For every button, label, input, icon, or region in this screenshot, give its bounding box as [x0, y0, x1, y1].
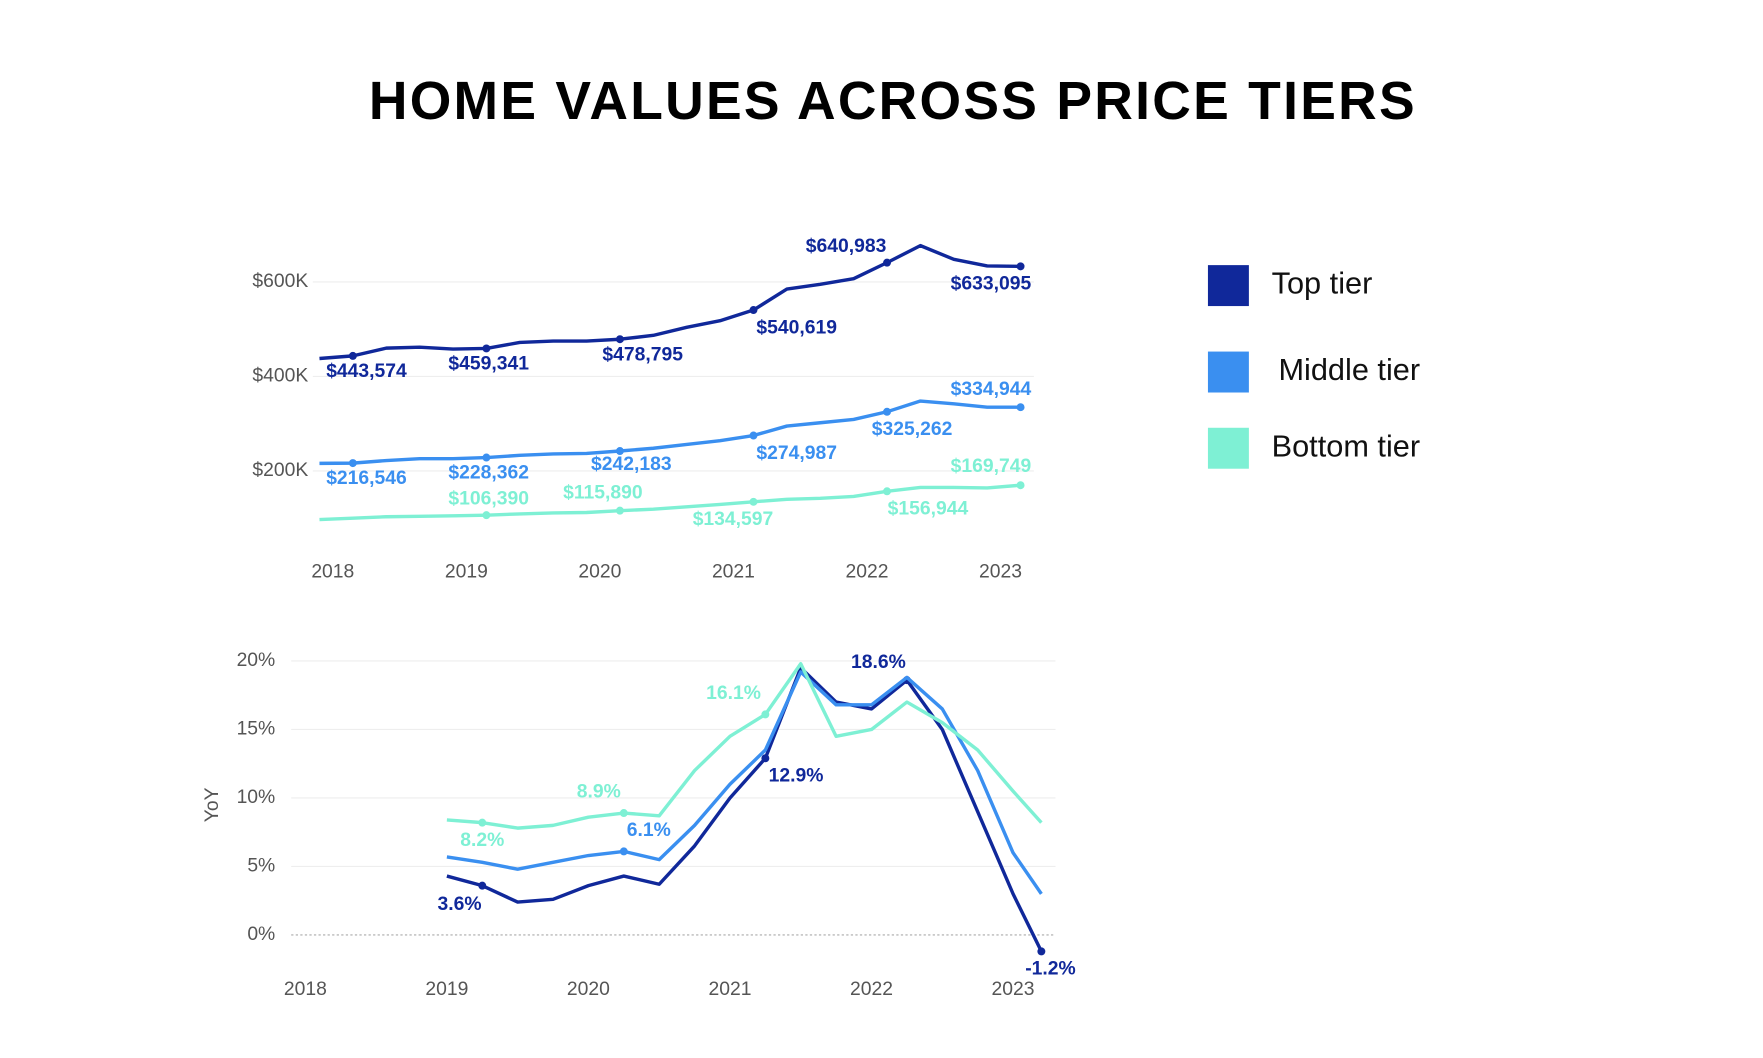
point	[615, 447, 624, 455]
x-tick-label: 2021	[712, 561, 755, 582]
data-label: $459,341	[448, 353, 529, 374]
point	[482, 344, 491, 353]
data-label: $274,987	[756, 443, 837, 464]
point	[749, 306, 758, 315]
x-tick-label: 2020	[578, 561, 621, 582]
y-tick-label: 15%	[237, 719, 276, 740]
data-label: 3.6%	[437, 894, 481, 915]
point	[478, 818, 487, 827]
x-tick-label: 2022	[845, 561, 888, 582]
point	[883, 407, 891, 416]
y-tick-label: 10%	[237, 787, 276, 808]
data-label: 8.9%	[577, 782, 621, 803]
data-label: $134,597	[693, 509, 774, 530]
point	[761, 754, 770, 763]
point	[749, 431, 758, 440]
data-label: $115,890	[563, 483, 643, 504]
data-label: $156,944	[888, 499, 969, 520]
series-line	[446, 662, 1043, 830]
x-tick-label: 2020	[567, 979, 610, 1000]
y-tick-label: 0%	[247, 924, 275, 945]
data-label: 18.6%	[851, 652, 906, 673]
point	[482, 511, 491, 520]
point	[883, 487, 891, 496]
legend-swatch	[1207, 265, 1249, 307]
point	[1016, 262, 1025, 271]
x-tick-label: 2021	[708, 979, 751, 1000]
x-tick-label: 2018	[284, 979, 327, 1000]
data-label: $216,546	[326, 468, 407, 489]
point	[1016, 481, 1025, 490]
point	[348, 351, 357, 360]
point	[619, 847, 628, 856]
y-axis-label: YoY	[202, 787, 223, 822]
x-tick-label: 2019	[425, 979, 468, 1000]
data-label: -1.2%	[1025, 959, 1076, 980]
data-label: 8.2%	[460, 830, 504, 851]
series-line	[319, 243, 1021, 361]
legend-label: Bottom tier	[1272, 428, 1420, 463]
x-tick-label: 2023	[979, 561, 1022, 582]
data-label: 12.9%	[769, 766, 824, 787]
y-tick-label: 5%	[247, 856, 275, 877]
point	[482, 453, 491, 462]
point	[1016, 403, 1025, 412]
data-label: $443,574	[326, 361, 407, 382]
data-label: 16.1%	[706, 683, 761, 704]
page-title: HOME VALUES ACROSS PRICE TIERS	[369, 72, 1417, 131]
data-label: $228,362	[448, 463, 529, 484]
data-label: $106,390	[448, 488, 529, 509]
point	[1037, 947, 1046, 956]
data-label: $169,749	[951, 456, 1032, 477]
series-line	[319, 399, 1021, 466]
legend-swatch	[1207, 427, 1249, 469]
y-tick-label: $400K	[252, 366, 308, 387]
point	[761, 710, 770, 719]
point	[883, 258, 891, 267]
point	[619, 809, 628, 818]
series-line	[319, 483, 1021, 522]
point	[478, 881, 487, 890]
data-label: $640,983	[806, 236, 887, 257]
point	[348, 459, 357, 468]
y-tick-label: $600K	[252, 271, 308, 292]
x-tick-label: 2022	[850, 979, 893, 1000]
point	[615, 506, 624, 515]
x-tick-label: 2019	[445, 561, 488, 582]
data-label: $633,095	[951, 274, 1032, 295]
data-label: $540,619	[756, 317, 837, 338]
data-label: $334,944	[951, 379, 1032, 400]
data-label: $242,183	[591, 454, 672, 475]
x-tick-label: 2023	[992, 979, 1035, 1000]
series-line	[446, 666, 1043, 953]
y-tick-label: $200K	[252, 460, 308, 481]
y-tick-label: 20%	[237, 650, 276, 671]
x-tick-label: 2018	[311, 561, 354, 582]
data-label: 6.1%	[627, 820, 671, 841]
point	[749, 497, 758, 506]
series-line	[446, 670, 1043, 895]
legend-label: Top tier	[1272, 266, 1373, 301]
legend-label: Middle tier	[1278, 352, 1420, 387]
point	[615, 335, 624, 344]
data-label: $325,262	[872, 419, 953, 440]
data-label: $478,795	[602, 344, 683, 365]
legend-swatch	[1207, 351, 1249, 393]
